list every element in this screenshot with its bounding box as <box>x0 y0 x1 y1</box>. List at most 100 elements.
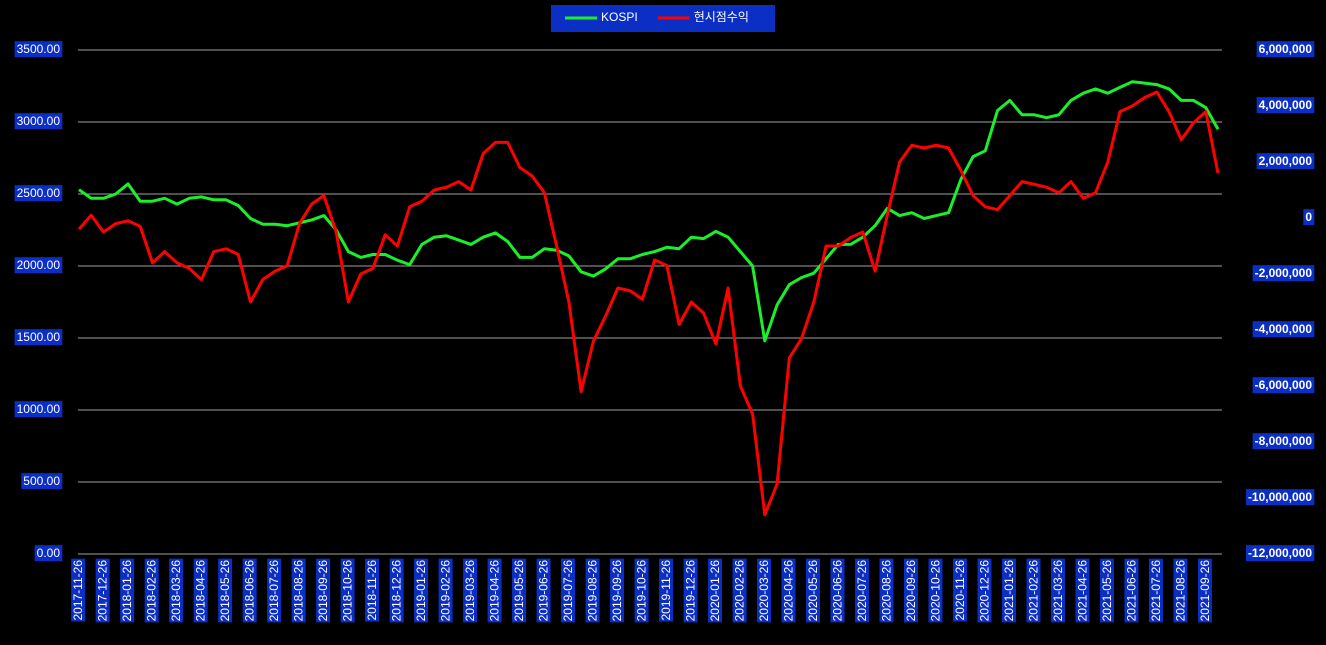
label-box <box>561 558 576 623</box>
x-tick-label: 2018-09-26 <box>316 560 330 622</box>
x-tick-label: 2018-01-26 <box>120 560 134 622</box>
label-box <box>1245 545 1315 562</box>
label-box <box>291 558 306 623</box>
label-box <box>1303 209 1315 226</box>
x-tick-label: 2018-04-26 <box>194 560 208 622</box>
x-tick-label: 2020-05-26 <box>806 560 820 622</box>
x-tick-label: 2020-09-26 <box>904 560 918 622</box>
label-box <box>1124 558 1139 623</box>
x-tick-label: 2019-11-26 <box>659 560 673 621</box>
x-tick-label: 2019-07-26 <box>561 560 575 622</box>
x-tick-label: 2019-05-26 <box>512 560 526 622</box>
label-box <box>781 558 796 623</box>
x-tick-label: 2020-06-26 <box>831 560 845 622</box>
label-box <box>14 185 63 202</box>
x-tick-label: 2021-04-26 <box>1075 560 1089 622</box>
label-box <box>1256 153 1315 170</box>
label-box <box>414 558 429 623</box>
x-tick-label: 2019-01-26 <box>414 560 428 622</box>
label-box <box>854 558 869 623</box>
label-box <box>242 558 257 623</box>
label-box <box>1173 558 1188 623</box>
x-tick-label: 2018-12-26 <box>390 560 404 622</box>
y-tick-label: 2000.00 <box>17 258 61 272</box>
x-tick-label: 2020-10-26 <box>928 560 942 622</box>
y2-tick-label: -12,000,000 <box>1248 546 1312 560</box>
label-box <box>218 558 233 623</box>
label-box <box>879 558 894 623</box>
label-box <box>1050 558 1065 623</box>
label-box <box>487 558 502 623</box>
x-tick-label: 2020-08-26 <box>879 560 893 622</box>
label-box <box>14 113 63 130</box>
label-box <box>14 257 63 274</box>
legend-label: KOSPI <box>601 10 638 24</box>
label-box <box>806 558 821 623</box>
x-tick-label: 2020-11-26 <box>953 560 967 621</box>
series-line <box>78 80 1220 343</box>
x-tick-label: 2021-07-26 <box>1149 560 1163 622</box>
y2-tick-label: -4,000,000 <box>1255 322 1313 336</box>
label-box <box>683 558 698 623</box>
y2-tick-label: 0 <box>1305 210 1312 224</box>
label-box <box>144 558 159 623</box>
label-box <box>169 558 184 623</box>
x-tick-label: 2020-04-26 <box>782 560 796 622</box>
label-box <box>1252 321 1315 338</box>
label-box <box>757 558 772 623</box>
label-box <box>1252 433 1315 450</box>
x-tick-label: 2018-06-26 <box>243 560 257 622</box>
x-tick-label: 2020-03-26 <box>757 560 771 622</box>
label-box <box>1026 558 1041 623</box>
label-box <box>120 558 135 623</box>
x-tick-label: 2019-03-26 <box>463 560 477 622</box>
y2-tick-label: -10,000,000 <box>1248 490 1312 504</box>
label-box <box>536 558 551 623</box>
label-box <box>1245 489 1315 506</box>
label-box <box>267 558 282 623</box>
x-tick-label: 2020-02-26 <box>733 560 747 622</box>
series-line <box>77 90 1220 517</box>
label-box <box>610 558 625 623</box>
x-tick-label: 2021-06-26 <box>1124 560 1138 622</box>
x-tick-label: 2019-10-26 <box>635 560 649 622</box>
label-box <box>14 401 63 418</box>
label-box <box>193 558 208 623</box>
y2-tick-label: 4,000,000 <box>1259 98 1313 112</box>
x-tick-label: 2021-02-26 <box>1026 560 1040 622</box>
x-tick-label: 2021-08-26 <box>1173 560 1187 622</box>
y-tick-label: 2500.00 <box>17 186 61 200</box>
label-box <box>316 558 331 623</box>
y2-tick-label: -6,000,000 <box>1255 378 1313 392</box>
x-tick-label: 2019-04-26 <box>488 560 502 622</box>
y-tick-label: 3500.00 <box>17 42 61 56</box>
x-tick-label: 2021-05-26 <box>1100 560 1114 622</box>
label-box <box>952 558 967 622</box>
x-tick-label: 2018-10-26 <box>341 560 355 622</box>
label-box <box>1075 558 1090 623</box>
label-box <box>1256 97 1315 114</box>
x-tick-label: 2019-02-26 <box>439 560 453 622</box>
x-tick-label: 2017-11-26 <box>71 560 85 621</box>
label-box <box>1001 558 1016 623</box>
x-tick-label: 2019-12-26 <box>684 560 698 622</box>
x-tick-label: 2020-01-26 <box>708 560 722 622</box>
label-box <box>1099 558 1114 623</box>
x-tick-label: 2018-02-26 <box>145 560 159 622</box>
x-tick-label: 2018-11-26 <box>365 560 379 621</box>
x-tick-label: 2019-08-26 <box>586 560 600 622</box>
x-tick-label: 2019-09-26 <box>610 560 624 622</box>
label-box <box>463 558 478 623</box>
legend-label: 현시점수익 <box>694 10 749 24</box>
x-tick-label: 2020-07-26 <box>855 560 869 622</box>
label-box <box>928 558 943 623</box>
label-box <box>634 558 649 623</box>
label-box <box>71 558 86 622</box>
label-box <box>14 329 63 346</box>
x-tick-label: 2021-01-26 <box>1002 560 1016 622</box>
x-tick-label: 2021-03-26 <box>1051 560 1065 622</box>
label-box <box>708 558 723 623</box>
